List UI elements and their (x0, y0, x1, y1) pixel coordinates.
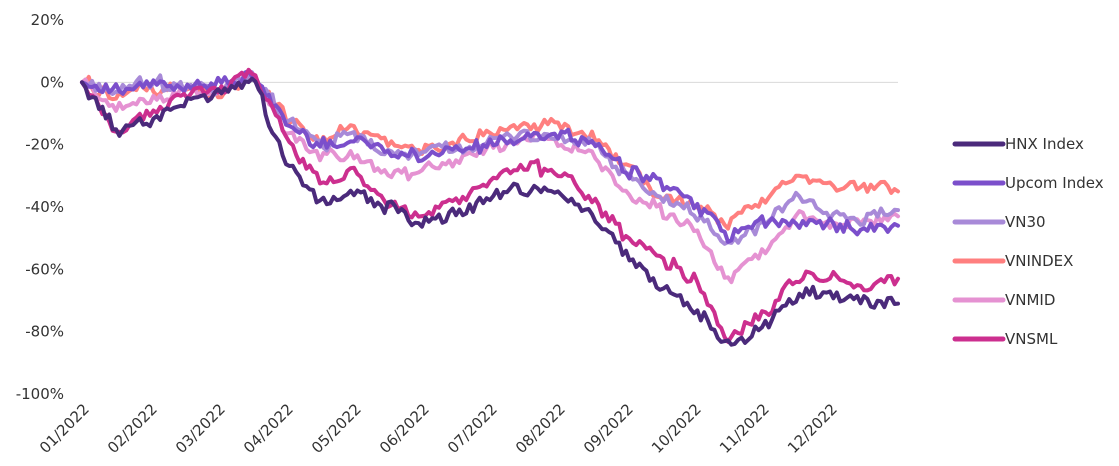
legend-label: VN30 (1005, 213, 1046, 231)
y-axis: 20% 0% -20% -40% -60% -80% -100% (16, 11, 64, 403)
y-tick-label: -20% (25, 136, 64, 154)
x-tick-label: 10/2022 (648, 400, 705, 457)
x-tick-label: 02/2022 (104, 400, 161, 457)
x-tick-label: 11/2022 (716, 400, 773, 457)
y-tick-label: 0% (40, 73, 64, 91)
legend-label: VNINDEX (1005, 252, 1073, 270)
legend-label: HNX Index (1005, 135, 1084, 153)
series-layer (80, 67, 900, 347)
legend-label: VNMID (1005, 291, 1055, 309)
x-tick-label: 03/2022 (172, 400, 229, 457)
x-tick-label: 12/2022 (784, 400, 841, 457)
x-tick-label: 09/2022 (580, 400, 637, 457)
series-line-vnsml (80, 67, 900, 344)
y-tick-label: -40% (25, 198, 64, 216)
series-line-upcom-index (80, 69, 900, 244)
x-tick-label: 08/2022 (512, 400, 569, 457)
x-tick-label: 07/2022 (444, 400, 501, 457)
x-tick-label: 01/2022 (36, 400, 93, 457)
x-tick-label: 05/2022 (308, 400, 365, 457)
y-tick-label: -100% (16, 385, 64, 403)
x-tick-label: 06/2022 (376, 400, 433, 457)
legend-label: VNSML (1005, 330, 1058, 348)
y-tick-label: -60% (25, 260, 64, 278)
legend-label: Upcom Index (1005, 174, 1104, 192)
y-tick-label: 20% (31, 11, 64, 29)
x-axis: 01/2022 02/2022 03/2022 04/2022 05/2022 06/20… (36, 400, 841, 457)
series-line-hnx-index (80, 76, 900, 347)
x-tick-label: 04/2022 (240, 400, 297, 457)
series-line-vnindex (80, 73, 900, 231)
y-tick-label: -80% (25, 323, 64, 341)
legend: HNX Index Upcom Index VN30 VNINDEX VNMID VNSM… (952, 135, 1104, 348)
